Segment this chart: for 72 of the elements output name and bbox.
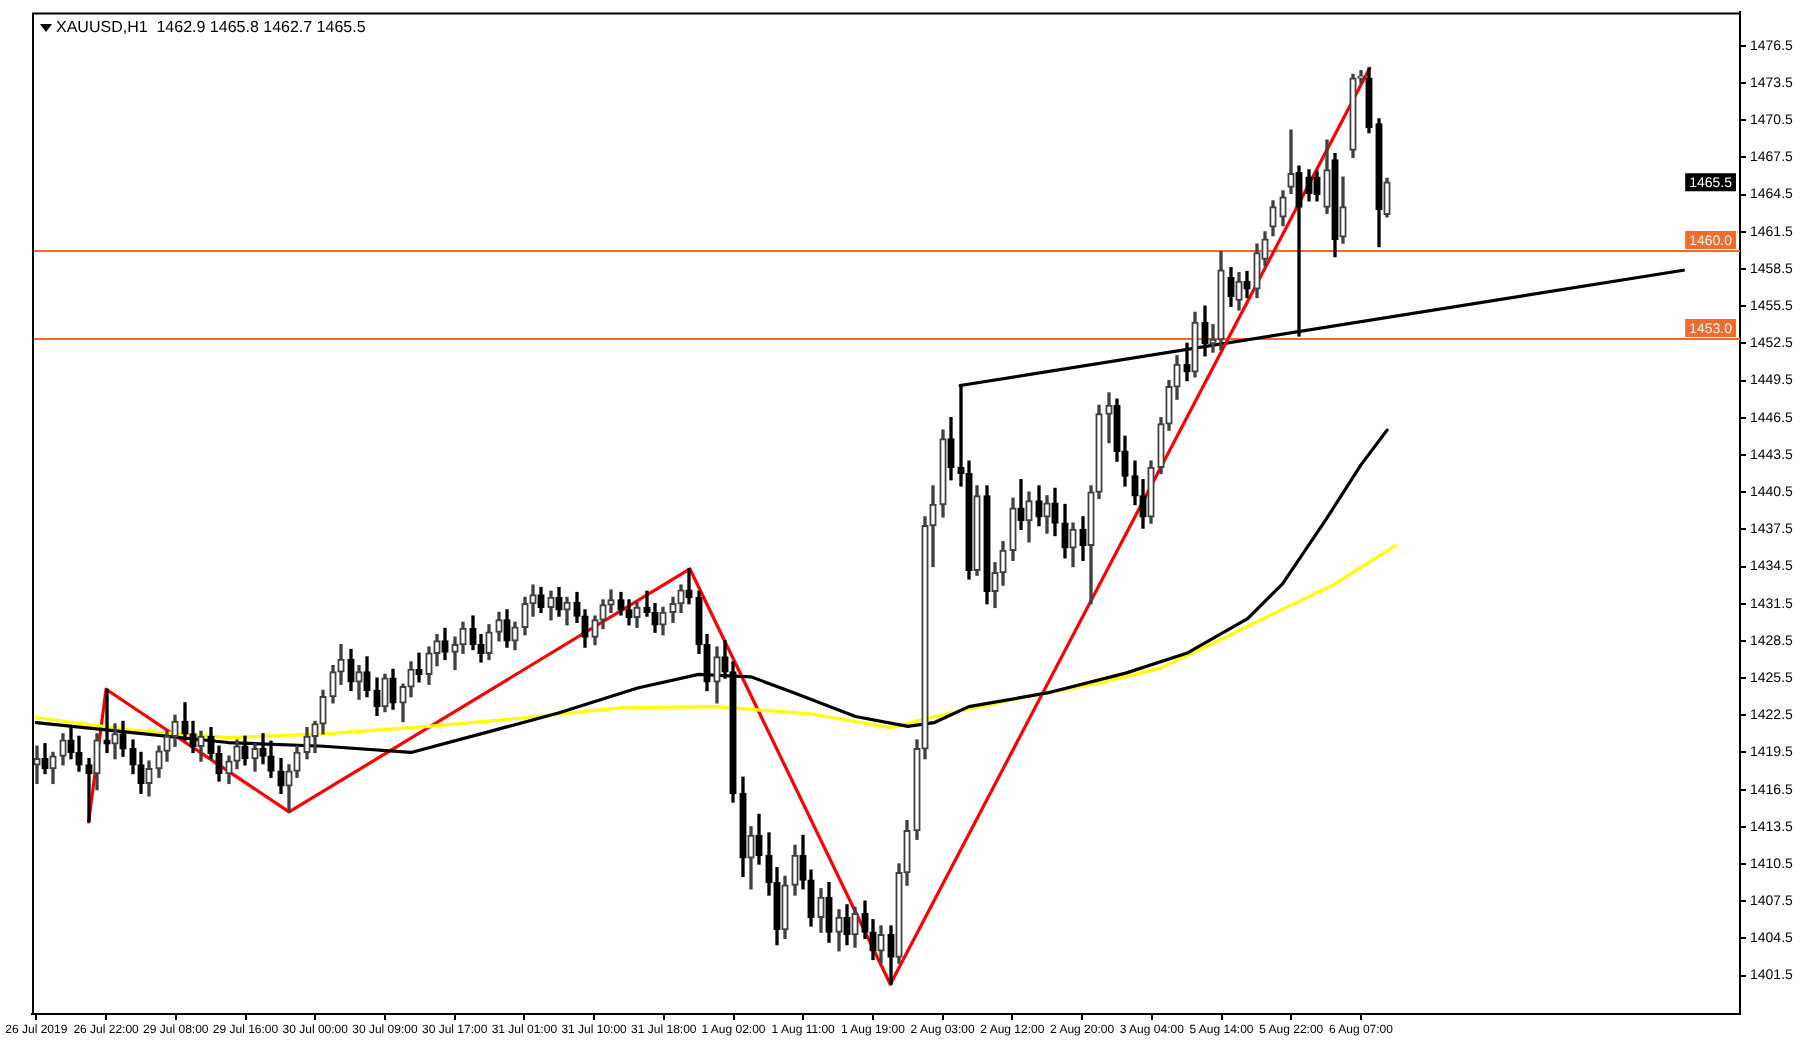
candlestick: [1217, 250, 1225, 351]
candlestick: [33, 745, 41, 785]
candlestick: [145, 760, 153, 797]
candlestick: [747, 826, 755, 890]
candlestick: [685, 568, 693, 605]
candlestick: [1269, 200, 1277, 237]
candlestick: [1227, 267, 1235, 307]
candlestick: [1279, 190, 1287, 227]
candlestick: [825, 881, 833, 943]
candlestick: [1025, 491, 1033, 543]
candlestick: [1331, 153, 1339, 258]
candlestick: [1183, 342, 1191, 382]
candlestick: [791, 844, 799, 896]
candlestick: [197, 730, 205, 762]
candlestick: [851, 906, 859, 948]
candlestick: [49, 751, 57, 785]
candlestick: [659, 606, 667, 636]
candlestick: [1339, 176, 1347, 244]
candlestick: [625, 599, 633, 626]
candlestick: [347, 648, 355, 692]
candlestick: [537, 586, 545, 614]
candlestick: [485, 624, 493, 661]
chart-title: XAUUSD,H1 1462.9 1465.8 1462.7 1465.5: [56, 18, 366, 36]
candlestick: [355, 665, 363, 700]
candlestick: [41, 743, 49, 775]
candlestick: [1147, 460, 1155, 524]
candlestick: [1313, 170, 1321, 202]
candlestick: [1043, 495, 1051, 534]
candlestick: [1243, 270, 1251, 299]
candlestick: [947, 417, 955, 481]
candlestick: [1105, 392, 1113, 444]
candlestick: [973, 485, 981, 576]
candlestick: [111, 723, 119, 760]
candlestick: [363, 656, 371, 698]
candlestick: [547, 590, 555, 621]
candlestick: [1017, 479, 1025, 530]
candlestick: [503, 609, 511, 648]
candlestick: [1365, 67, 1373, 134]
candlestick: [1305, 169, 1313, 202]
candlestick: [817, 888, 825, 933]
candlestick: [835, 909, 843, 952]
candlestick: [1061, 503, 1069, 559]
candlestick: [495, 611, 503, 642]
candlestick: [843, 904, 851, 946]
candlestick: [739, 776, 747, 878]
candlestick: [441, 627, 449, 661]
candlestick: [1009, 497, 1017, 561]
candlestick: [1383, 177, 1391, 218]
candlestick: [1069, 522, 1077, 568]
candlestick: [877, 925, 885, 964]
candlestick: [1287, 129, 1295, 195]
candlestick: [555, 586, 563, 617]
candlestick: [1323, 139, 1331, 214]
candlestick: [713, 646, 721, 704]
candlestick: [511, 621, 519, 651]
candlestick: [303, 726, 311, 760]
candlestick: [59, 733, 67, 766]
candlestick: [983, 485, 991, 605]
candlestick: [1235, 272, 1243, 311]
candlestick: [85, 757, 93, 823]
candlestick: [389, 668, 397, 710]
candlestick: [563, 596, 571, 626]
candlestick: [939, 429, 947, 518]
candlestick: [781, 875, 789, 940]
candlestick: [1349, 73, 1357, 159]
candlestick: [251, 743, 259, 772]
candlestick: [1375, 118, 1383, 248]
candlestick: [93, 733, 101, 791]
candlestick: [1191, 311, 1199, 378]
candlestick: [415, 652, 423, 683]
candlestick: [633, 601, 641, 628]
candlestick: [381, 673, 389, 713]
